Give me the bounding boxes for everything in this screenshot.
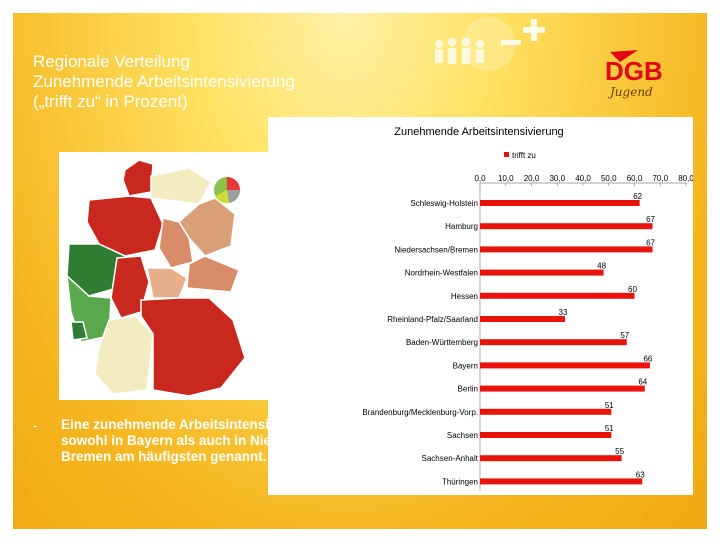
category-label: Brandenburg/Mecklenburg-Vorp. xyxy=(362,408,478,417)
data-label: 62 xyxy=(633,192,642,201)
title-line-2: Zunehmende Arbeitsintensivierung xyxy=(33,72,295,91)
category-label: Berlin xyxy=(458,385,478,394)
map-region-bayern xyxy=(140,297,246,397)
bar xyxy=(480,339,627,346)
category-label: Baden-Württemberg xyxy=(406,338,478,347)
legend-label: trifft zu xyxy=(512,151,536,160)
data-label: 51 xyxy=(605,401,614,410)
bar xyxy=(480,478,643,485)
data-label: 55 xyxy=(615,447,624,456)
x-tick-label: 20,0 xyxy=(524,174,540,183)
map-region-mecklenburg-vorpommern xyxy=(150,167,212,205)
map-region-sachsen xyxy=(186,255,240,293)
chart-title: Zunehmende Arbeitsintensivierung xyxy=(394,126,563,138)
title-line-3: („trifft zu“ in Prozent) xyxy=(33,92,188,111)
category-label: Niedersachsen/Bremen xyxy=(394,245,478,254)
category-label: Rheinland-Pfalz/Saarland xyxy=(387,315,478,324)
data-label: 60 xyxy=(628,285,637,294)
data-label: 48 xyxy=(597,262,606,271)
bar-chart: Zunehmende Arbeitsintensivierung trifft … xyxy=(362,126,693,491)
bullet-text: Eine zunehmende Arbeitsintensivierung wi… xyxy=(61,417,350,464)
chart-panel: Zunehmende Arbeitsintensivierung trifft … xyxy=(268,117,693,495)
category-label: Hessen xyxy=(451,292,478,301)
data-label: 67 xyxy=(646,215,655,224)
germany-map xyxy=(59,152,269,400)
svg-text:DGB: DGB xyxy=(605,56,663,86)
x-tick-label: 80,0 xyxy=(678,174,693,183)
data-label: 57 xyxy=(620,331,629,340)
category-label: Sachsen-Anhalt xyxy=(422,454,479,463)
category-label: Sachsen xyxy=(447,431,478,440)
category-label: Schleswig-Holstein xyxy=(410,199,478,208)
x-tick-label: 30,0 xyxy=(549,174,565,183)
category-label: Hamburg xyxy=(445,222,478,231)
bar xyxy=(480,316,565,322)
bar xyxy=(480,455,622,462)
data-label: 63 xyxy=(636,470,645,479)
legend-swatch xyxy=(504,152,509,157)
page-title: Regionale Verteilung Zunehmende Arbeitsi… xyxy=(33,52,403,112)
bar xyxy=(480,269,604,276)
data-label: 66 xyxy=(643,354,652,363)
map-region-baden-wuerttemberg xyxy=(94,315,154,395)
bar xyxy=(480,362,650,369)
x-tick-label: 50,0 xyxy=(601,174,617,183)
bar xyxy=(480,200,640,206)
x-tick-label: 10,0 xyxy=(498,174,514,183)
map-region-schleswig-holstein xyxy=(122,159,154,197)
x-tick-label: 40,0 xyxy=(575,174,591,183)
x-tick-label: 60,0 xyxy=(627,174,643,183)
data-label: 67 xyxy=(646,238,655,247)
bar xyxy=(480,246,653,253)
mini-pie-chart xyxy=(214,177,241,204)
bar xyxy=(480,432,612,438)
dgb-jugend-logo: DGB Jugend xyxy=(605,50,663,99)
bullet-marker: - xyxy=(33,417,38,433)
data-label: 33 xyxy=(559,308,568,317)
data-label: 51 xyxy=(605,424,614,433)
people-icon xyxy=(435,17,545,71)
bar xyxy=(480,223,653,230)
category-label: Thüringen xyxy=(442,477,478,486)
category-label: Bayern xyxy=(453,361,478,370)
data-label: 64 xyxy=(638,378,647,387)
svg-text:Jugend: Jugend xyxy=(607,85,653,99)
bar xyxy=(480,385,645,392)
bar xyxy=(480,292,635,299)
chart-legend: trifft zu xyxy=(504,151,536,160)
bar xyxy=(480,408,612,415)
x-tick-label: 70,0 xyxy=(652,174,668,183)
title-line-1: Regionale Verteilung xyxy=(33,52,190,71)
map-region-saarland xyxy=(70,321,88,341)
map-region-thueringen xyxy=(146,267,188,299)
map-region-niedersachsen xyxy=(86,195,164,257)
x-tick-label: 0,0 xyxy=(474,174,486,183)
category-label: Nordrhein-Westfalen xyxy=(405,269,478,278)
